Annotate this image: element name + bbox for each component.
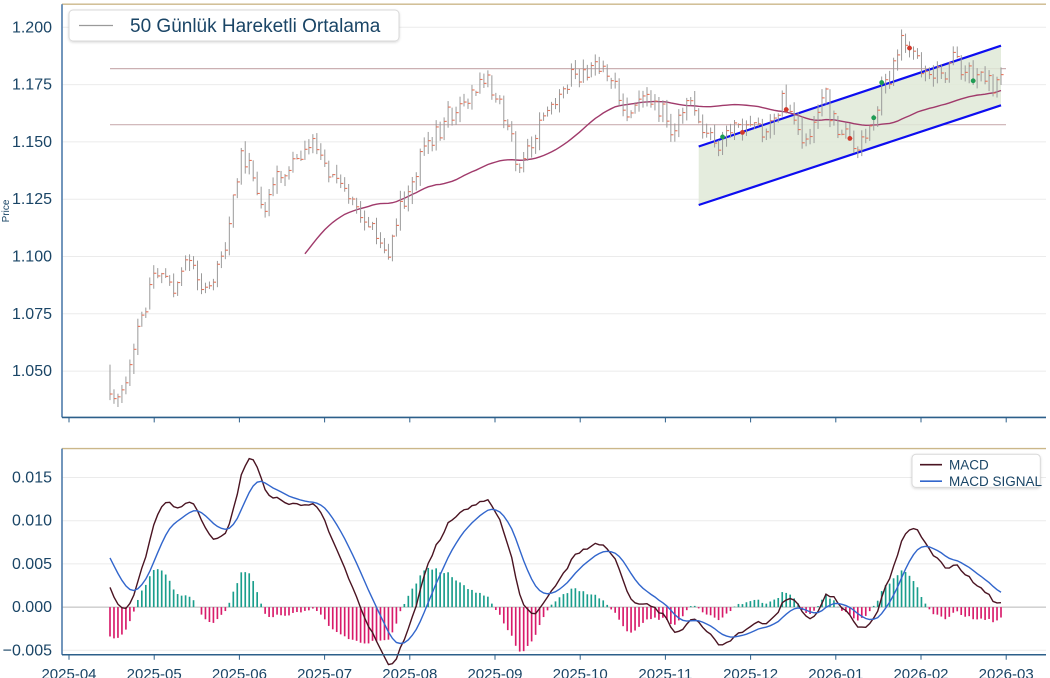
svg-text:2026-01: 2026-01 [808,666,863,678]
svg-text:2025-08: 2025-08 [382,666,437,678]
svg-text:2025-04: 2025-04 [41,666,96,678]
svg-text:1.050: 1.050 [12,363,52,380]
svg-text:0.010: 0.010 [12,513,52,530]
svg-text:2025-06: 2025-06 [212,666,267,678]
svg-text:1.150: 1.150 [12,134,52,151]
svg-text:2026-03: 2026-03 [979,666,1034,678]
svg-text:−0.005: −0.005 [3,642,52,659]
svg-text:Price: Price [1,199,12,222]
svg-text:2025-12: 2025-12 [723,666,778,678]
svg-text:1.100: 1.100 [12,249,52,266]
svg-text:1.175: 1.175 [12,77,52,94]
svg-text:2025-10: 2025-10 [553,666,608,678]
svg-text:1.125: 1.125 [12,191,52,208]
svg-text:0.000: 0.000 [12,599,52,616]
svg-text:2025-05: 2025-05 [127,666,182,678]
svg-text:2025-09: 2025-09 [467,666,522,678]
svg-text:1.200: 1.200 [12,19,52,36]
svg-text:0.005: 0.005 [12,556,52,573]
svg-text:2025-07: 2025-07 [297,666,352,678]
svg-text:1.075: 1.075 [12,306,52,323]
svg-text:2026-02: 2026-02 [893,666,948,678]
svg-text:0.015: 0.015 [12,470,52,487]
svg-text:MACD: MACD [949,458,989,473]
svg-text:2025-11: 2025-11 [638,666,692,678]
svg-text:50 Günlük Hareketli Ortalama: 50 Günlük Hareketli Ortalama [130,16,381,37]
svg-text:MACD SIGNAL: MACD SIGNAL [949,474,1043,489]
